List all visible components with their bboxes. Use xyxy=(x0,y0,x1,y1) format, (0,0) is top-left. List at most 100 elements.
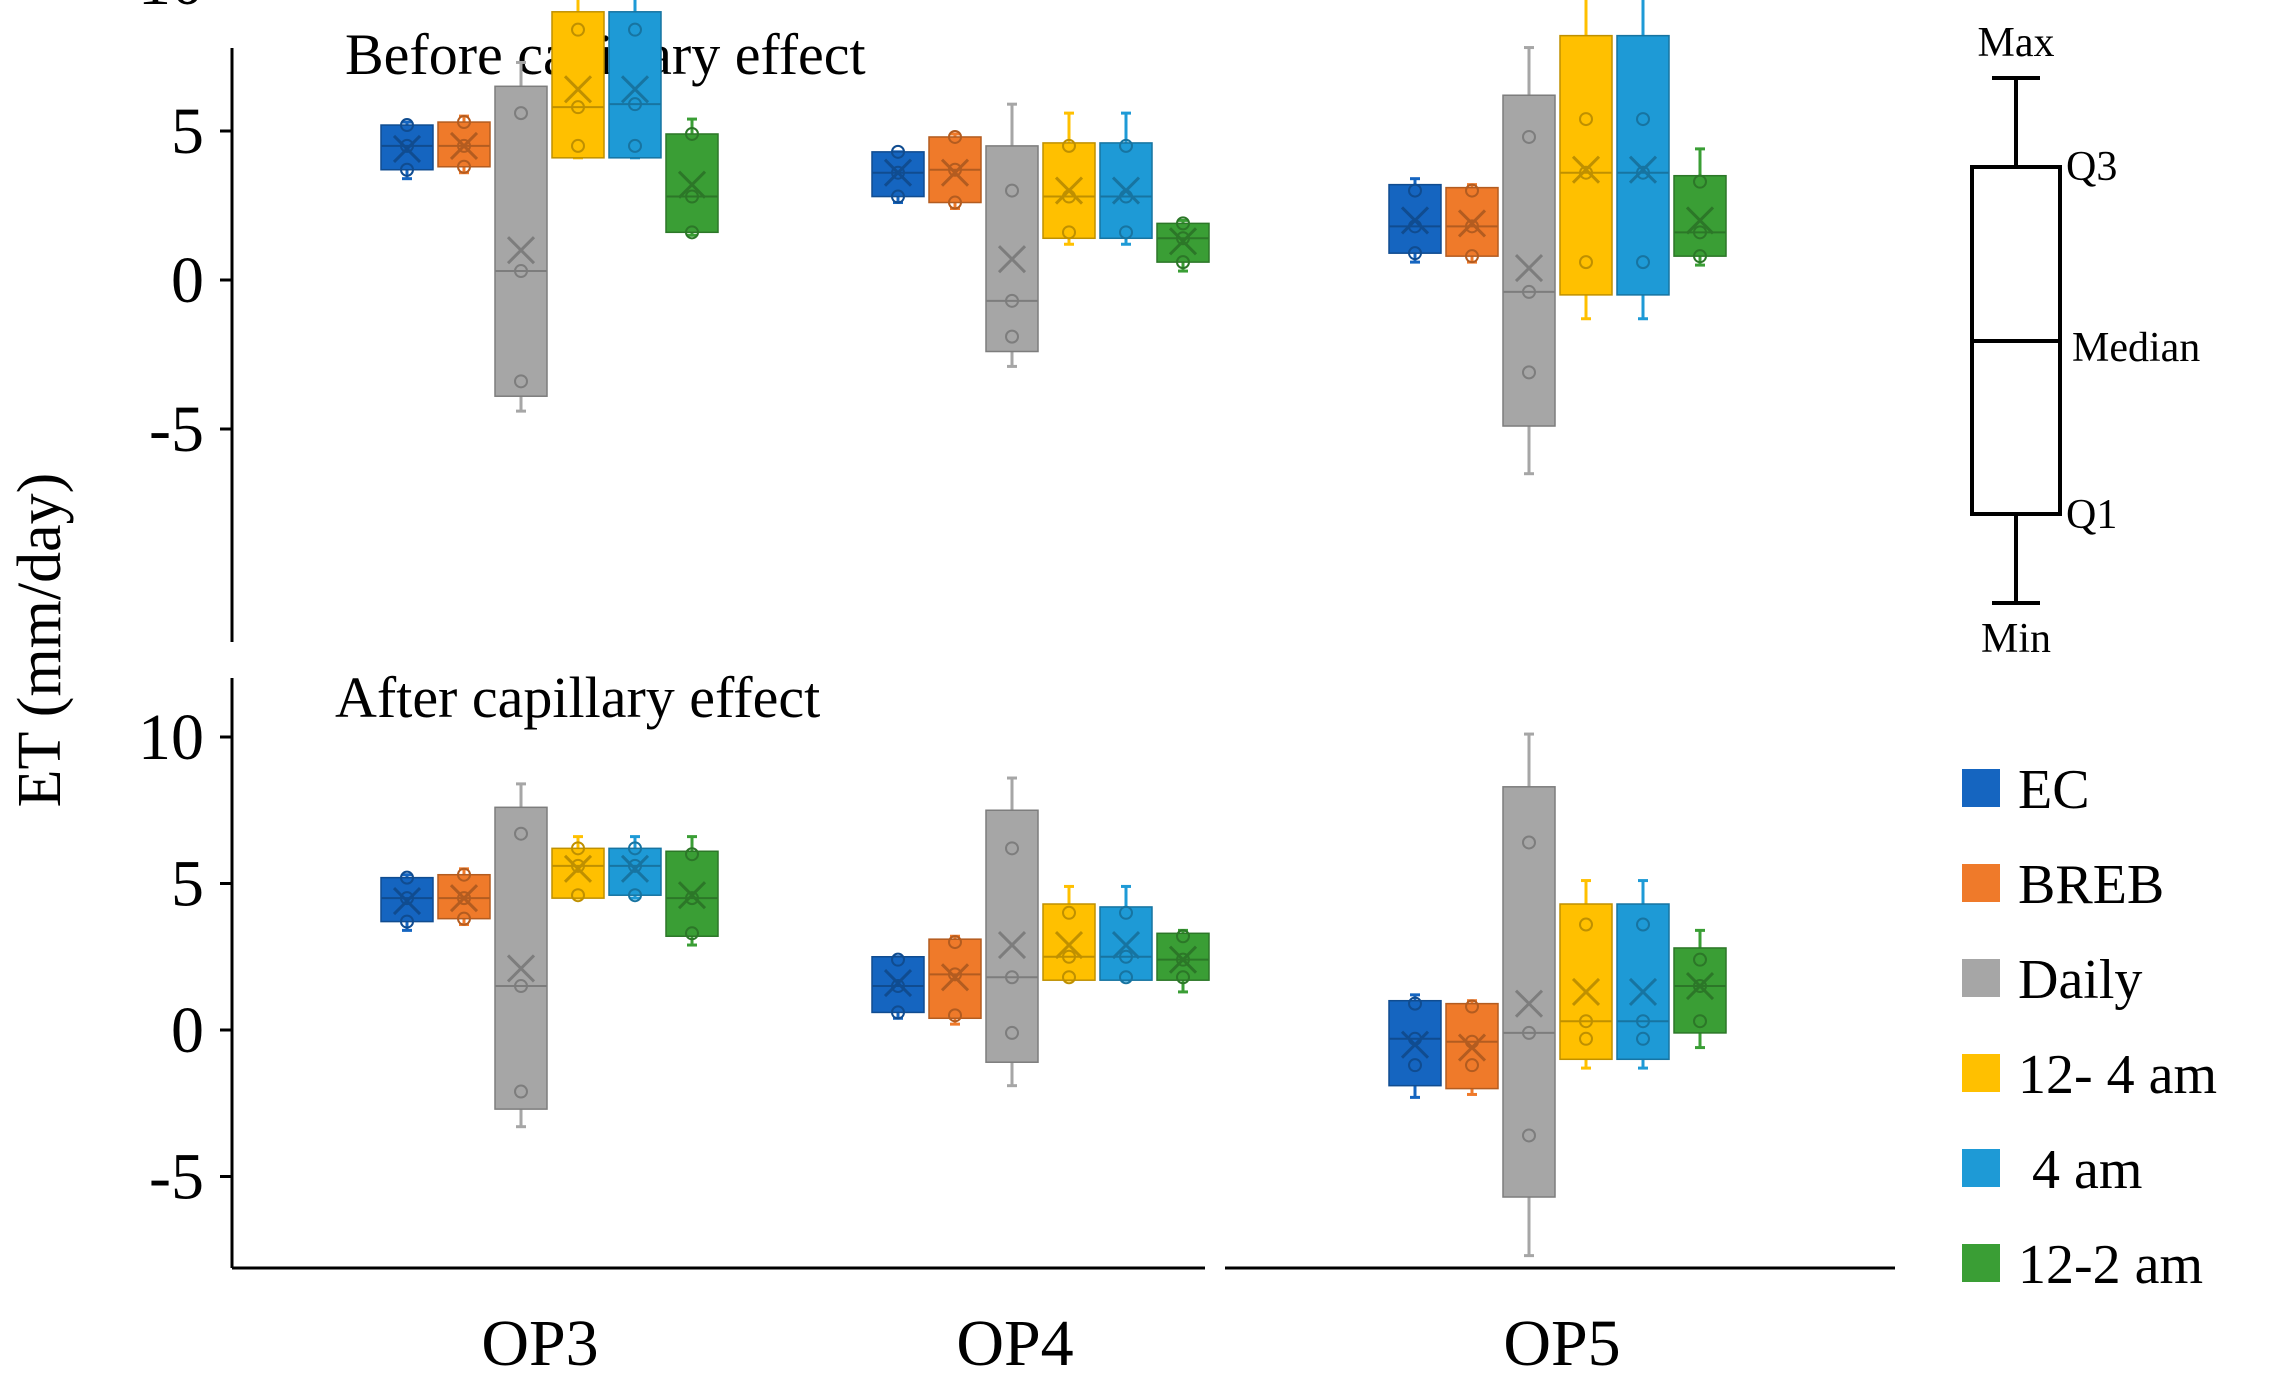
data-point xyxy=(1579,1014,1593,1029)
box xyxy=(608,11,662,159)
data-point xyxy=(1465,249,1479,264)
box xyxy=(1673,174,1727,257)
mean-marker xyxy=(677,170,707,199)
key-min-label: Min xyxy=(1981,616,2051,662)
data-point xyxy=(1119,905,1133,920)
data-point xyxy=(685,189,699,204)
mean-marker xyxy=(1571,977,1601,1006)
mean-marker xyxy=(1400,1030,1430,1059)
data-point xyxy=(400,870,414,885)
key-q1-label: Q1 xyxy=(2066,492,2117,538)
data-point xyxy=(1062,970,1076,985)
box xyxy=(1673,947,1727,1034)
legend-label-12-2am: 12-2 am xyxy=(2018,1234,2203,1296)
data-point xyxy=(457,891,471,906)
mean-marker xyxy=(997,930,1027,960)
data-point xyxy=(1005,329,1019,344)
mean-marker xyxy=(940,963,970,992)
data-point xyxy=(1408,183,1422,198)
data-point xyxy=(1522,129,1536,144)
data-point xyxy=(514,374,528,389)
y-tick-label: 10 xyxy=(138,0,204,19)
mean-marker xyxy=(1514,989,1544,1018)
data-point xyxy=(1579,165,1593,180)
data-point xyxy=(1636,917,1650,932)
x-category-op3: OP3 xyxy=(481,1307,598,1380)
data-point xyxy=(1119,970,1133,985)
box-key: Max Q3 Median Q1 Min xyxy=(1970,20,2200,662)
key-median-label: Median xyxy=(2072,325,2200,371)
mean-marker xyxy=(1111,176,1141,205)
mean-marker xyxy=(883,969,913,998)
mean-marker xyxy=(1457,209,1487,238)
data-point xyxy=(1636,255,1650,270)
data-point xyxy=(1005,841,1019,856)
data-point xyxy=(891,189,905,204)
data-point xyxy=(891,144,905,159)
data-point xyxy=(514,826,528,841)
data-point xyxy=(1062,225,1076,240)
data-point xyxy=(1005,1025,1019,1040)
box xyxy=(1616,34,1670,296)
data-point xyxy=(1062,905,1076,920)
data-point xyxy=(1176,231,1190,246)
data-point xyxy=(400,118,414,133)
data-point xyxy=(685,225,699,240)
data-point xyxy=(457,911,471,926)
data-point xyxy=(457,867,471,882)
data-point xyxy=(457,138,471,153)
data-point xyxy=(948,129,962,144)
mean-marker xyxy=(1628,977,1658,1006)
legend-swatch-12-4am xyxy=(1962,1054,2000,1092)
data-point xyxy=(685,847,699,862)
data-point xyxy=(1579,255,1593,270)
box xyxy=(1156,932,1210,981)
data-point xyxy=(1176,929,1190,944)
y-tick-label: 10 xyxy=(138,701,204,774)
legend-swatch-breb xyxy=(1962,864,2000,902)
data-point xyxy=(1522,835,1536,850)
box xyxy=(551,11,605,159)
data-point xyxy=(1408,246,1422,261)
data-point xyxy=(685,891,699,906)
data-point xyxy=(1062,138,1076,153)
mean-marker xyxy=(449,884,479,913)
data-point xyxy=(948,1008,962,1023)
data-point xyxy=(1176,952,1190,967)
data-point xyxy=(948,935,962,950)
mean-marker xyxy=(997,245,1027,274)
mean-marker xyxy=(1400,206,1430,235)
legend-label-breb: BREB xyxy=(2018,854,2164,916)
data-point xyxy=(628,858,642,873)
legend-label-daily: Daily xyxy=(2018,949,2142,1011)
y-tick-label: 0 xyxy=(171,244,204,317)
data-point xyxy=(891,952,905,967)
data-point xyxy=(1522,1128,1536,1143)
data-point xyxy=(1636,165,1650,180)
data-point xyxy=(948,967,962,982)
data-point xyxy=(400,914,414,929)
mean-marker xyxy=(883,158,913,187)
box xyxy=(1616,903,1670,1061)
mean-marker xyxy=(1628,155,1658,184)
data-point xyxy=(628,138,642,153)
data-point xyxy=(1119,225,1133,240)
box xyxy=(1559,34,1613,296)
data-point xyxy=(514,106,528,121)
legend-swatch-12-2am xyxy=(1962,1244,2000,1282)
key-max-label: Max xyxy=(1978,20,2055,66)
data-point xyxy=(457,159,471,174)
mean-marker xyxy=(1168,227,1198,256)
plot-area: 10 5 0 -5 10 5 0 -5 xyxy=(138,0,1895,1270)
data-point xyxy=(1176,255,1190,270)
mean-marker xyxy=(1054,176,1084,205)
data-point xyxy=(400,891,414,906)
y-tick-label: -5 xyxy=(149,393,204,466)
data-point xyxy=(400,138,414,153)
data-point xyxy=(891,165,905,180)
mean-marker xyxy=(563,854,593,883)
data-point xyxy=(1119,949,1133,964)
box xyxy=(494,85,548,397)
data-point xyxy=(685,126,699,141)
box xyxy=(1042,903,1096,981)
